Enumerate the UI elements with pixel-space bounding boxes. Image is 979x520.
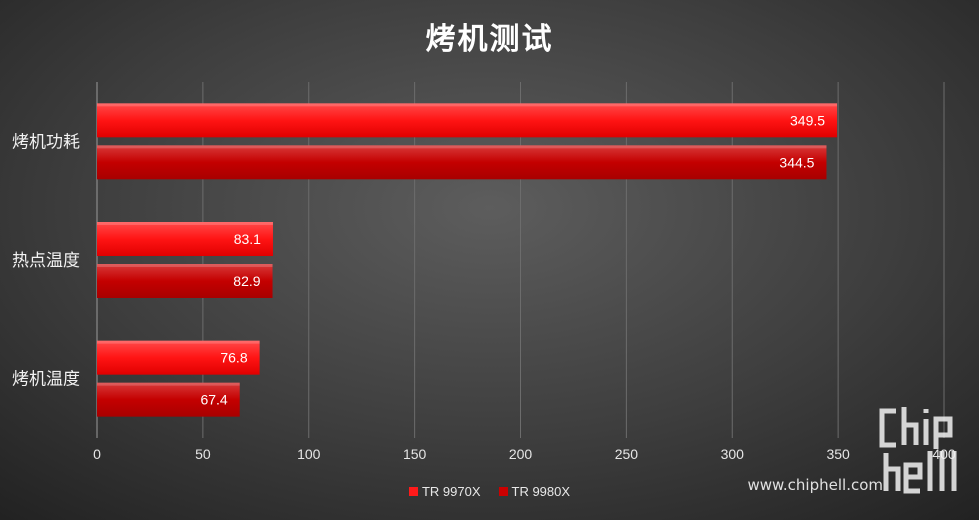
- legend-item-tr9980x: TR 9980X: [498, 484, 571, 499]
- data-label: 67.4: [200, 392, 227, 408]
- bar-highlight: [97, 340, 260, 344]
- category-label: 烤机功耗: [12, 132, 80, 152]
- data-label: 82.9: [233, 273, 260, 289]
- data-label: 344.5: [779, 154, 814, 170]
- bar-tr9970x: [97, 222, 273, 256]
- chiphell-logo: [879, 407, 957, 494]
- bar-highlight: [97, 103, 838, 107]
- bar-tr9970x: [97, 103, 838, 138]
- bars: [97, 103, 838, 417]
- legend-swatch-tr9970x: [408, 487, 418, 496]
- x-tick-label: 0: [93, 446, 101, 462]
- bar-tr9980x: [97, 382, 240, 417]
- legend-label-tr9970x: TR 9970X: [421, 484, 481, 499]
- bar-highlight: [97, 222, 273, 225]
- bar-tr9980x: [97, 145, 827, 180]
- category-label: 热点温度: [12, 251, 80, 271]
- category-label: 烤机温度: [12, 370, 80, 390]
- grid-lines: [96, 82, 945, 438]
- chart-title: 烤机测试: [425, 22, 554, 57]
- legend-label-tr9980x: TR 9980X: [511, 484, 571, 499]
- legend: TR 9970X TR 9980X: [0, 484, 979, 499]
- labels: 0 50 100 150 200 250 300 350 400烤机功耗349.5344.5热点…: [12, 112, 956, 462]
- data-label: 83.1: [234, 231, 261, 247]
- bar-tr9980x: [97, 264, 273, 298]
- data-label: 349.5: [790, 112, 825, 128]
- x-tick-label: 250: [615, 446, 639, 462]
- bar-highlight: [97, 264, 273, 267]
- bar-highlight: [97, 382, 240, 386]
- data-label: 76.8: [220, 350, 247, 366]
- x-tick-label: 50: [195, 446, 211, 462]
- legend-item-tr9970x: TR 9970X: [408, 484, 481, 499]
- legend-swatch-tr9980x: [498, 487, 508, 496]
- x-tick-label: 300: [721, 446, 745, 462]
- bar-highlight: [97, 145, 827, 149]
- watermark-url: www.chiphell.com: [747, 476, 883, 494]
- x-tick-label: 150: [403, 446, 427, 462]
- x-tick-label: 200: [509, 446, 533, 462]
- x-tick-label: 350: [826, 446, 850, 462]
- bar-tr9970x: [97, 340, 260, 375]
- x-tick-label: 100: [297, 446, 321, 462]
